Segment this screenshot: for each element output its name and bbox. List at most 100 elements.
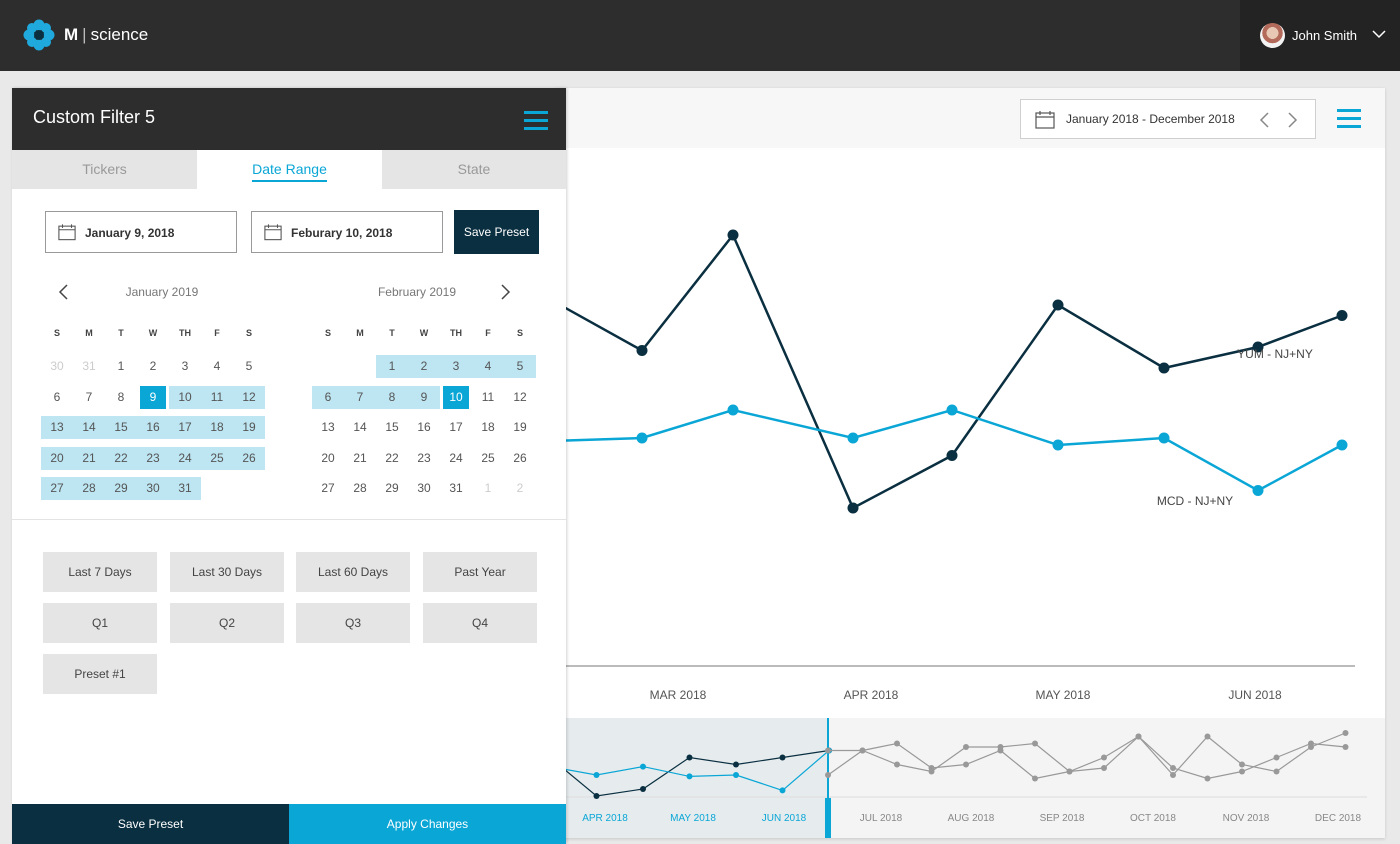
preset-button[interactable]: Q4	[423, 603, 537, 643]
calendar-day[interactable]: 18	[481, 420, 495, 434]
tab-tickers[interactable]: Tickers	[12, 150, 197, 189]
calendar-day[interactable]: 3	[440, 355, 472, 378]
chevron-left-icon[interactable]	[56, 284, 70, 300]
calendar-day[interactable]: 27	[41, 477, 73, 500]
chevron-left-icon[interactable]	[1257, 111, 1273, 129]
x-tick-label: MAR 2018	[650, 688, 707, 702]
calendar-day[interactable]: 17	[449, 420, 463, 434]
calendar-day[interactable]: 4	[472, 355, 504, 378]
tab-date-range[interactable]: Date Range	[197, 150, 382, 189]
preset-button[interactable]: Last 30 Days	[170, 552, 284, 592]
calendar-day[interactable]: 16	[137, 416, 169, 439]
preset-button[interactable]: Q1	[43, 603, 157, 643]
data-point	[847, 432, 859, 444]
calendar-day[interactable]: 1	[376, 355, 408, 378]
calendar-day[interactable]: 19	[513, 420, 527, 434]
preset-button[interactable]: Q2	[170, 603, 284, 643]
calendar-day[interactable]: 6	[53, 389, 61, 404]
calendar-day[interactable]: 21	[353, 450, 367, 465]
flower-logo-icon[interactable]	[22, 18, 56, 52]
calendar-day[interactable]: 1	[117, 359, 125, 373]
calendar-day[interactable]: 15	[385, 420, 399, 434]
calendar-day[interactable]: 2	[408, 355, 440, 378]
calendar-day[interactable]: 9	[408, 385, 440, 409]
calendar-day[interactable]: 11	[201, 385, 233, 409]
calendar-day[interactable]: 5	[245, 359, 253, 373]
calendar-day[interactable]: 29	[105, 477, 137, 500]
preset-button[interactable]: Past Year	[423, 552, 537, 592]
start-date-input[interactable]: January 9, 2018	[45, 211, 237, 253]
calendar-day[interactable]: 19	[233, 416, 265, 439]
hamburger-menu-icon[interactable]	[524, 110, 548, 132]
preset-button[interactable]: Preset #1	[43, 654, 157, 694]
calendar-day[interactable]: 2	[516, 481, 524, 495]
calendar-day[interactable]: 24	[169, 446, 201, 470]
tab-state[interactable]: State	[382, 150, 566, 189]
calendar-day[interactable]: 5	[504, 355, 536, 378]
calendar-day[interactable]: 1	[484, 481, 492, 495]
calendar-day[interactable]: 26	[233, 446, 265, 470]
end-date-input[interactable]: Feburary 10, 2018	[251, 211, 443, 253]
calendar-day[interactable]: 13	[41, 416, 73, 439]
calendar-day[interactable]: 29	[385, 481, 399, 495]
calendar-day[interactable]: 30	[137, 477, 169, 500]
calendar-day[interactable]: 25	[201, 446, 233, 470]
calendar-day[interactable]: 30	[50, 359, 64, 373]
calendar-day[interactable]: 13	[321, 420, 335, 434]
calendar-day[interactable]: 28	[73, 477, 105, 500]
preset-button[interactable]: Last 60 Days	[296, 552, 410, 592]
calendar-day[interactable]: 12	[513, 389, 527, 404]
calendar-day[interactable]: 11	[481, 389, 495, 404]
calendar-day[interactable]: 20	[41, 446, 73, 470]
navigator-point	[1204, 733, 1211, 740]
calendar-day[interactable]: 21	[73, 446, 105, 470]
calendar-day[interactable]: 12	[233, 385, 265, 409]
apply-changes-button[interactable]: Apply Changes	[289, 804, 566, 844]
calendar-day[interactable]: 28	[353, 481, 367, 495]
calendar-day[interactable]: 25	[481, 450, 495, 465]
calendar-day[interactable]: 27	[321, 481, 335, 495]
calendar-day[interactable]: 7	[344, 385, 376, 409]
navigator-tick-label: JUL 2018	[860, 813, 903, 824]
footer-save-preset-button[interactable]: Save Preset	[12, 804, 289, 844]
calendar-day[interactable]: 31	[82, 359, 96, 373]
calendar-day[interactable]: 23	[417, 450, 431, 465]
hamburger-menu-icon[interactable]	[1337, 108, 1361, 130]
calendar-day[interactable]: 18	[201, 416, 233, 439]
calendar-day[interactable]: 22	[385, 450, 399, 465]
calendar-day[interactable]: 14	[353, 420, 367, 434]
calendar-day[interactable]: 8	[117, 389, 125, 404]
calendar-day[interactable]: 22	[105, 446, 137, 470]
calendar-day[interactable]: 15	[105, 416, 137, 439]
calendar-day[interactable]: 30	[417, 481, 431, 495]
calendar-day[interactable]: 17	[169, 416, 201, 439]
calendar-day[interactable]: 31	[449, 481, 463, 495]
weekday-label: W	[148, 328, 158, 338]
calendar-day[interactable]: 4	[213, 359, 221, 373]
calendar-day[interactable]: 9	[140, 385, 166, 409]
calendar-day[interactable]: 3	[181, 359, 189, 373]
calendar-day[interactable]: 6	[312, 385, 344, 409]
calendar-day[interactable]: 14	[73, 416, 105, 439]
calendar-day[interactable]: 23	[137, 446, 169, 470]
calendar-day[interactable]: 24	[449, 450, 463, 465]
calendar-day[interactable]: 10	[443, 385, 469, 409]
navigator-point	[1066, 768, 1073, 775]
save-preset-button[interactable]: Save Preset	[454, 210, 539, 254]
calendar-day[interactable]: 31	[169, 477, 201, 500]
calendar-day[interactable]: 26	[513, 450, 527, 465]
chevron-right-icon[interactable]	[1284, 111, 1300, 129]
calendar-day[interactable]: 16	[417, 420, 431, 434]
chevron-right-icon[interactable]	[499, 284, 513, 300]
calendar-day[interactable]: 7	[85, 389, 93, 404]
calendar-day[interactable]: 20	[321, 450, 335, 465]
calendar-day[interactable]: 8	[376, 385, 408, 409]
calendar-day[interactable]: 10	[169, 385, 201, 409]
preset-button[interactable]: Q3	[296, 603, 410, 643]
chart-plot-background	[555, 148, 1385, 718]
navigator-point	[593, 772, 600, 778]
preset-button[interactable]: Last 7 Days	[43, 552, 157, 592]
date-range-selector[interactable]: January 2018 - December 2018	[1020, 99, 1316, 139]
user-menu[interactable]: John Smith	[1240, 0, 1400, 71]
calendar-day[interactable]: 2	[149, 359, 157, 373]
